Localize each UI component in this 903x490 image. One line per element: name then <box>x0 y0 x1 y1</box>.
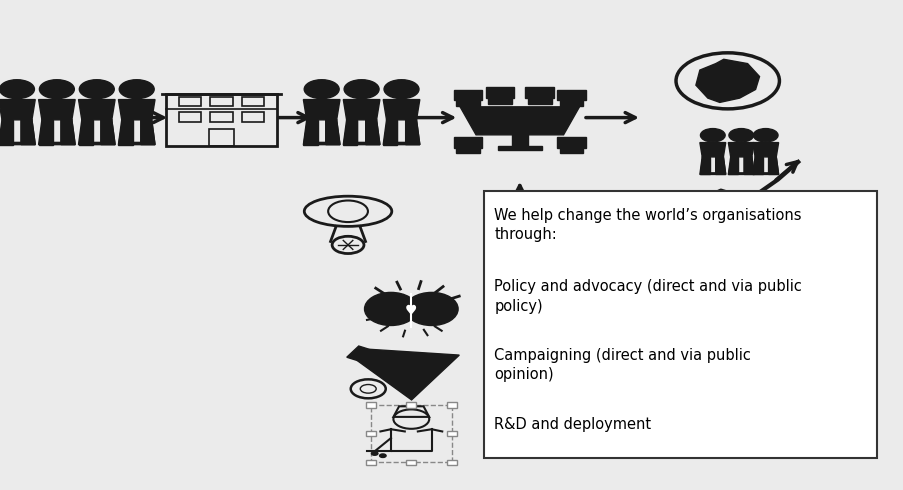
Bar <box>178 97 200 105</box>
Ellipse shape <box>364 293 417 325</box>
Polygon shape <box>699 157 725 174</box>
Bar <box>366 402 375 408</box>
Bar <box>453 90 482 100</box>
FancyBboxPatch shape <box>483 191 876 458</box>
Polygon shape <box>728 157 753 174</box>
Polygon shape <box>343 120 379 145</box>
Polygon shape <box>118 99 154 120</box>
Circle shape <box>379 454 386 458</box>
Bar <box>527 98 551 104</box>
Bar <box>366 460 375 465</box>
Bar <box>456 147 479 153</box>
Bar <box>406 402 415 408</box>
Polygon shape <box>752 157 777 174</box>
Bar <box>556 90 585 100</box>
Text: ♥: ♥ <box>405 304 417 318</box>
Polygon shape <box>752 157 762 174</box>
Text: We help change the world’s organisations
through:: We help change the world’s organisations… <box>494 208 801 243</box>
Polygon shape <box>141 120 154 145</box>
Polygon shape <box>39 99 75 120</box>
Polygon shape <box>347 346 368 361</box>
Bar <box>165 94 277 146</box>
Bar <box>456 99 479 106</box>
Polygon shape <box>303 99 340 120</box>
Polygon shape <box>383 120 419 145</box>
Polygon shape <box>405 120 419 145</box>
Polygon shape <box>0 120 13 145</box>
Polygon shape <box>343 120 357 145</box>
Polygon shape <box>0 120 35 145</box>
Polygon shape <box>325 120 340 145</box>
Circle shape <box>700 128 724 142</box>
Bar <box>210 112 232 122</box>
Polygon shape <box>303 120 317 145</box>
Polygon shape <box>21 120 35 145</box>
Bar <box>210 97 232 105</box>
Polygon shape <box>743 157 753 174</box>
Polygon shape <box>366 120 379 145</box>
Polygon shape <box>303 120 340 145</box>
Circle shape <box>728 128 753 142</box>
Polygon shape <box>695 59 759 102</box>
Polygon shape <box>728 157 738 174</box>
Bar <box>488 98 511 104</box>
Bar <box>406 460 415 465</box>
Polygon shape <box>39 120 52 145</box>
Circle shape <box>344 80 378 98</box>
Bar <box>453 137 482 148</box>
Bar <box>511 133 527 148</box>
Polygon shape <box>357 349 459 400</box>
Circle shape <box>384 80 418 98</box>
Polygon shape <box>39 120 75 145</box>
Bar <box>497 146 542 150</box>
Polygon shape <box>118 120 154 145</box>
Bar <box>525 87 554 98</box>
Circle shape <box>304 80 339 98</box>
Polygon shape <box>61 120 75 145</box>
Circle shape <box>40 80 74 98</box>
Polygon shape <box>715 157 725 174</box>
Polygon shape <box>460 107 579 135</box>
Bar <box>447 460 456 465</box>
Polygon shape <box>79 120 115 145</box>
Bar <box>447 402 456 408</box>
Polygon shape <box>699 157 709 174</box>
Bar <box>209 129 234 146</box>
Circle shape <box>752 128 777 142</box>
Circle shape <box>371 452 377 455</box>
Bar <box>242 112 265 122</box>
Bar <box>366 431 375 436</box>
Circle shape <box>0 80 34 98</box>
Polygon shape <box>79 99 115 120</box>
Polygon shape <box>383 99 419 120</box>
Polygon shape <box>728 143 753 157</box>
Text: R&D and deployment: R&D and deployment <box>494 416 651 432</box>
Bar <box>485 87 514 98</box>
Bar <box>556 137 585 148</box>
Polygon shape <box>118 120 133 145</box>
Bar <box>559 147 582 153</box>
Bar <box>447 431 456 436</box>
Text: Policy and advocacy (direct and via public
policy): Policy and advocacy (direct and via publ… <box>494 279 802 314</box>
Polygon shape <box>383 120 397 145</box>
Circle shape <box>79 80 114 98</box>
Polygon shape <box>0 99 35 120</box>
Polygon shape <box>699 143 725 157</box>
Circle shape <box>119 80 154 98</box>
Polygon shape <box>343 99 379 120</box>
Polygon shape <box>101 120 115 145</box>
Polygon shape <box>752 143 777 157</box>
Bar <box>370 405 452 463</box>
Bar <box>242 97 265 105</box>
Text: Campaigning (direct and via public
opinion): Campaigning (direct and via public opini… <box>494 348 750 382</box>
Polygon shape <box>79 120 92 145</box>
Bar <box>559 99 582 106</box>
Ellipse shape <box>405 293 458 325</box>
Bar <box>178 112 200 122</box>
Polygon shape <box>768 157 777 174</box>
